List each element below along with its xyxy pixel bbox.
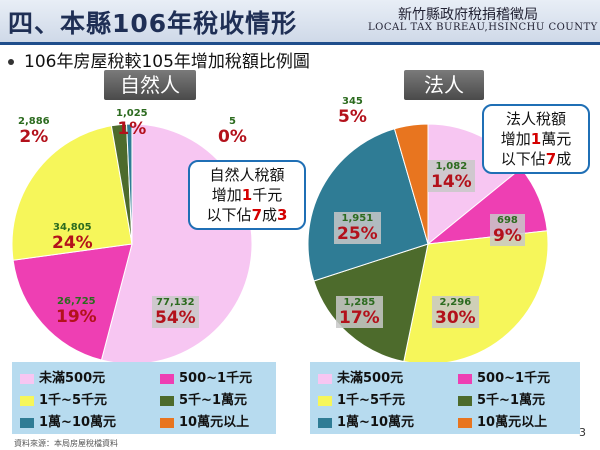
legal-slice-100k-plus <box>393 123 429 245</box>
legend-swatch <box>318 417 332 428</box>
natural-label-5k-10k: 2,886 2% <box>18 116 50 147</box>
header-bar <box>0 0 600 45</box>
legal-label-under-500: 1,082 14% <box>428 160 475 192</box>
natural-label-1k-5k: 34,805 24% <box>52 222 93 253</box>
legend-swatch <box>318 373 332 384</box>
natural-person-label: 自然人 <box>104 70 196 100</box>
natural-label-under-500: 77,132 54% <box>152 296 199 328</box>
natural-person-callout: 自然人稅額 增加1千元 以下佔7成3 <box>188 160 306 230</box>
legal-person-label: 法人 <box>404 70 484 100</box>
natural-slice-500-1k <box>12 243 133 361</box>
callout-line: 以下佔7成 <box>500 150 572 168</box>
legend-item-5k-10k: 5千~1萬元 <box>160 389 247 408</box>
legal-label-5k-10k: 1,285 17% <box>336 296 383 328</box>
legal-label-10k-100k: 1,951 25% <box>334 212 381 244</box>
legend-item-10k-100k: 1萬~10萬元 <box>20 411 116 430</box>
legend-item-500-1k: 500~1千元 <box>458 367 550 386</box>
legend-swatch <box>20 417 34 428</box>
legend-item-under-500: 未滿500元 <box>20 367 105 386</box>
org-name-cn: 新竹縣政府稅捐稽徵局 <box>398 7 538 23</box>
legend-swatch <box>160 417 174 428</box>
legend-swatch <box>458 395 472 406</box>
legal-person-legend: 未滿500元 500~1千元 1千~5千元 5千~1萬元 1萬~10萬元 10萬… <box>310 362 580 434</box>
natural-label-500-1k: 26,725 19% <box>56 296 97 327</box>
legal-label-500-1k: 698 9% <box>490 214 525 246</box>
legend-item-1k-5k: 1千~5千元 <box>318 389 405 408</box>
legend-swatch <box>160 373 174 384</box>
legal-person-callout: 法人稅額 增加1萬元 以下佔7成 <box>482 104 590 174</box>
legend-item-1k-5k: 1千~5千元 <box>20 389 107 408</box>
legend-swatch <box>458 373 472 384</box>
bullet-icon <box>8 59 14 65</box>
callout-line: 增加1萬元 <box>500 130 572 148</box>
legal-label-1k-5k: 2,296 30% <box>432 296 479 328</box>
legend-item-5k-10k: 5千~1萬元 <box>458 389 545 408</box>
page-number: 3 <box>579 426 586 439</box>
legend-swatch <box>458 417 472 428</box>
legend-item-500-1k: 500~1千元 <box>160 367 252 386</box>
legal-label-100k-plus: 345 5% <box>338 96 367 127</box>
legend-item-100k-plus: 10萬元以上 <box>458 411 547 430</box>
legend-swatch <box>20 395 34 406</box>
callout-line: 法人稅額 <box>505 110 566 128</box>
legend-swatch <box>160 395 174 406</box>
natural-person-pie <box>11 123 253 365</box>
data-source-note: 資料來源：本局房屋稅檔資料 <box>14 439 118 448</box>
callout-line: 自然人稅額 <box>209 166 285 184</box>
legend-swatch <box>318 395 332 406</box>
callout-line: 增加1千元 <box>211 186 283 204</box>
natural-slice-1k-5k <box>11 125 133 261</box>
legend-swatch <box>20 373 34 384</box>
legend-item-100k-plus: 10萬元以上 <box>160 411 249 430</box>
org-name-en: LOCAL TAX BUREAU,HSINCHU COUNTY <box>368 22 598 33</box>
legend-item-10k-100k: 1萬~10萬元 <box>318 411 414 430</box>
page-title: 四、本縣106年稅收情形 <box>8 9 298 38</box>
natural-person-legend: 未滿500元 500~1千元 1千~5千元 5千~1萬元 1萬~10萬元 10萬… <box>12 362 276 434</box>
subtitle: 106年房屋稅較105年增加稅額比例圖 <box>8 47 310 72</box>
natural-label-10k-100k: 1,025 1% <box>116 108 148 139</box>
natural-label-100k-plus: 5 0% <box>218 116 247 147</box>
legend-item-under-500: 未滿500元 <box>318 367 403 386</box>
callout-line: 以下佔7成3 <box>206 206 288 224</box>
subtitle-text: 106年房屋稅較105年增加稅額比例圖 <box>24 52 310 72</box>
